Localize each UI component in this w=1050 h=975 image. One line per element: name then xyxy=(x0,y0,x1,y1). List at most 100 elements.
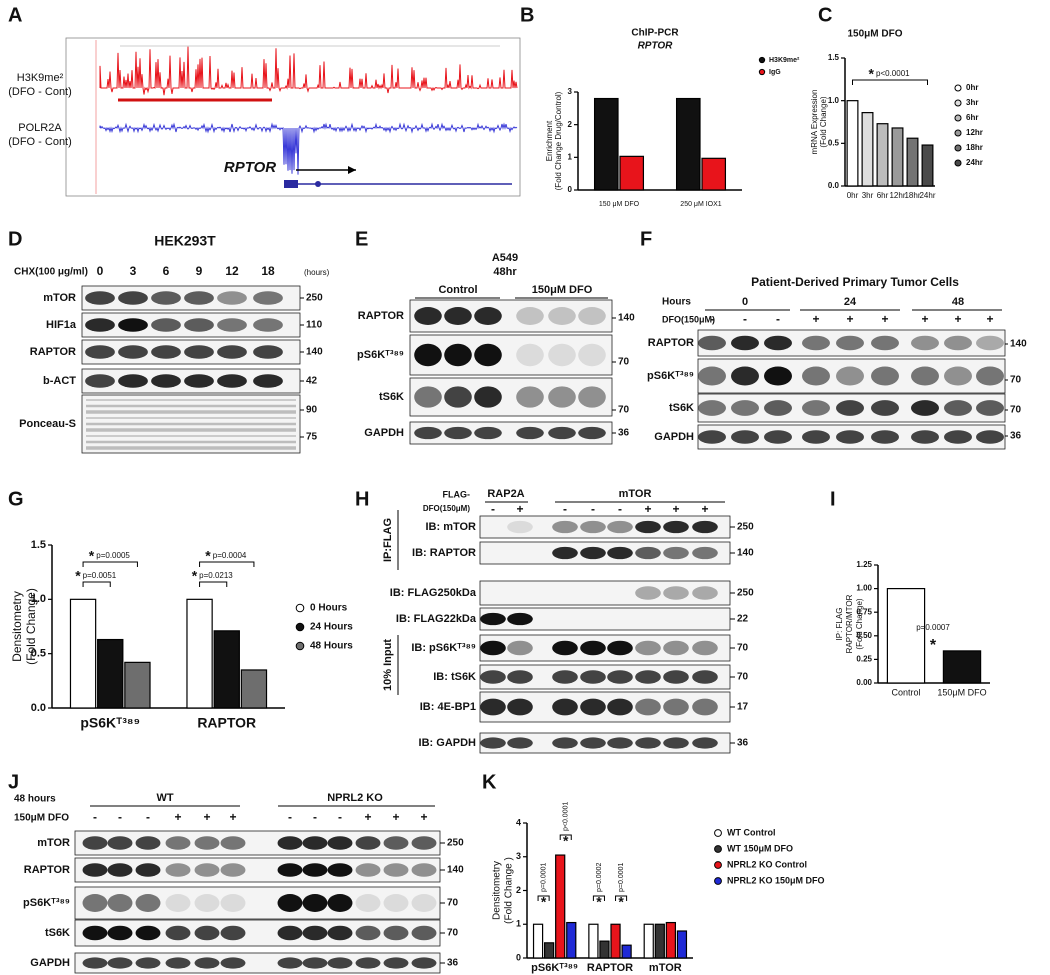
legend-label: 48 Hours xyxy=(310,641,353,652)
row-label: IB: pS6Kᵀ³⁸⁹ xyxy=(411,642,476,654)
bar xyxy=(921,144,934,187)
blot-band xyxy=(692,698,718,716)
bar xyxy=(891,127,904,187)
blot-band xyxy=(107,836,133,850)
blot-header: Hours xyxy=(662,297,691,308)
y-tick-label: 4 xyxy=(516,817,521,827)
blot-band xyxy=(253,345,283,359)
blot-band xyxy=(85,374,115,388)
blot-band xyxy=(107,957,133,969)
bar xyxy=(543,942,555,959)
bar xyxy=(555,854,566,959)
bar xyxy=(610,923,621,959)
blot-band xyxy=(220,957,246,969)
x-tick-label: pS6Kᵀ³⁸⁹ xyxy=(531,962,578,974)
side-label: IP:FLAG xyxy=(382,518,394,562)
legend-marker xyxy=(954,129,962,137)
blot-band xyxy=(118,345,148,359)
blot-band xyxy=(663,670,689,684)
row-label: tS6K xyxy=(669,402,694,414)
y-tick-label: 0.00 xyxy=(856,678,872,687)
blot-band xyxy=(165,863,191,877)
sig-annotation: p=0.0213 xyxy=(199,571,233,580)
legend-label: 24 Hours xyxy=(310,622,353,633)
blot-band xyxy=(764,430,792,444)
y-tick-label: 2 xyxy=(568,120,573,129)
blot-band xyxy=(85,318,115,332)
blot-band xyxy=(444,426,472,440)
blot-band xyxy=(414,386,442,408)
legend-marker xyxy=(714,829,722,837)
blot-band xyxy=(165,925,191,941)
blot-band xyxy=(85,291,115,305)
blot-band xyxy=(507,737,533,749)
row-label: GAPDH xyxy=(654,431,694,443)
y-axis-label: (Fold Change) xyxy=(855,598,864,649)
blot-band xyxy=(698,400,726,416)
group-label: 48 xyxy=(952,296,964,308)
lane-label: 3 xyxy=(130,264,137,278)
legend-label: WT Control xyxy=(727,827,776,837)
blot-header: HEK293T xyxy=(154,233,216,249)
blot-band xyxy=(107,894,133,912)
blot-band xyxy=(580,546,606,560)
blot-band xyxy=(135,957,161,969)
x-tick-label: 250 μM IOX1 xyxy=(680,201,721,208)
bar xyxy=(599,940,610,959)
sig-star: * xyxy=(541,894,547,910)
blot-band xyxy=(118,318,148,332)
panel-letter: H xyxy=(355,488,369,510)
blot-band xyxy=(194,836,220,850)
blot-band xyxy=(480,698,506,716)
track-label: (DFO - Cont) xyxy=(8,86,72,98)
sig-annotation: p=0.0051 xyxy=(83,571,117,580)
blot-band xyxy=(277,836,303,850)
bar xyxy=(213,630,240,709)
mw-label: 75 xyxy=(306,432,318,443)
blot-header: 150μM DFO xyxy=(14,813,69,824)
blot-band xyxy=(253,374,283,388)
sig-annotation: p=0.0007 xyxy=(916,623,950,632)
blot-band xyxy=(277,957,303,969)
blot-band xyxy=(217,345,247,359)
lane-label: + xyxy=(672,502,679,516)
blot-band xyxy=(474,386,502,408)
blot-band xyxy=(414,307,442,325)
bar xyxy=(906,137,919,187)
blot-band xyxy=(731,366,759,386)
blot-band xyxy=(692,520,718,534)
legend-marker xyxy=(295,603,305,613)
blot-band xyxy=(548,343,576,367)
blot-band xyxy=(731,430,759,444)
blot-header: FLAG- xyxy=(443,489,471,499)
lane-label: + xyxy=(954,312,961,326)
row-label: pS6Kᵀ³⁸⁹ xyxy=(647,370,694,382)
blot-band xyxy=(552,520,578,534)
blot-band xyxy=(82,894,108,912)
legend-marker xyxy=(954,114,962,122)
track-label: H3K9me² xyxy=(17,72,64,84)
blot-band xyxy=(480,612,506,626)
lane-label: 9 xyxy=(196,264,203,278)
blot-band xyxy=(277,925,303,941)
lane-label: 0 xyxy=(97,264,104,278)
x-tick-label: RAPTOR xyxy=(197,715,256,731)
track-frame xyxy=(65,37,521,197)
y-tick-label: 0.25 xyxy=(856,655,872,664)
blot-band xyxy=(607,640,633,656)
lane-label: - xyxy=(618,502,622,516)
mw-label: 140 xyxy=(306,347,323,358)
y-tick-label: 2 xyxy=(516,885,521,895)
blot-band xyxy=(355,957,381,969)
blot-band xyxy=(976,400,1004,416)
bar xyxy=(532,923,544,959)
row-label: IB: GAPDH xyxy=(419,737,477,749)
blot-band xyxy=(220,894,246,912)
x-tick-label: 24hr xyxy=(919,191,935,200)
blot-band xyxy=(135,836,161,850)
x-tick-label: mTOR xyxy=(649,962,682,974)
blot-band xyxy=(507,520,533,534)
blot-band xyxy=(194,894,220,912)
mw-label: 140 xyxy=(737,548,754,559)
legend-label: WT 150μM DFO xyxy=(727,843,793,853)
